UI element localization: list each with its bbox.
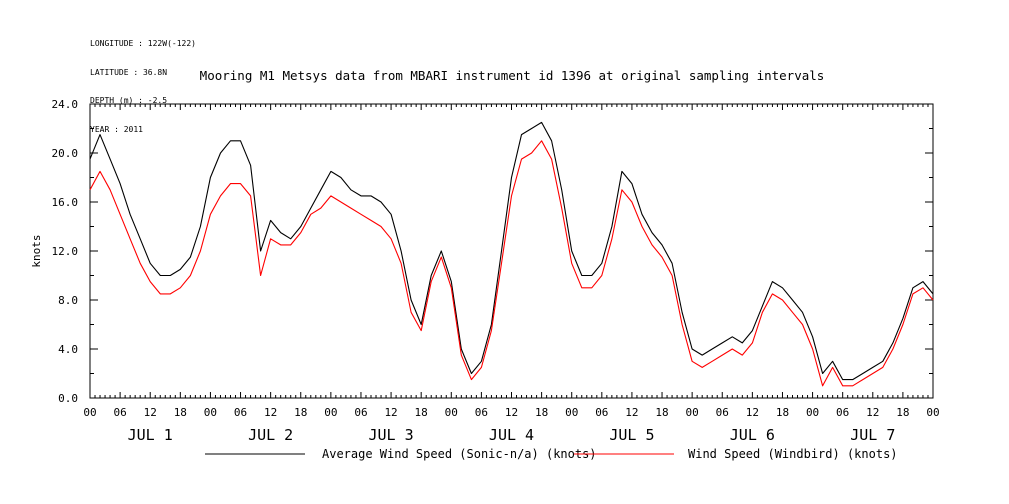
day-label: JUL 2 (248, 426, 293, 444)
chart-title: Mooring M1 Metsys data from MBARI instru… (200, 68, 825, 83)
x-tick-label: 00 (806, 406, 819, 419)
x-tick-label: 06 (595, 406, 608, 419)
legend-label-sonic: Average Wind Speed (Sonic-n/a) (knots) (322, 447, 597, 461)
x-tick-label: 00 (926, 406, 939, 419)
y-tick-label: 8.0 (58, 294, 78, 307)
y-tick-label: 20.0 (52, 147, 79, 160)
y-tick-label: 24.0 (52, 98, 79, 111)
series-line-sonic (89, 121, 934, 381)
y-tick-label: 12.0 (52, 245, 79, 258)
x-tick-label: 12 (264, 406, 277, 419)
x-tick-label: 12 (505, 406, 518, 419)
x-tick-label: 06 (836, 406, 849, 419)
legend: Average Wind Speed (Sonic-n/a) (knots) W… (205, 447, 898, 461)
legend-label-windbird: Wind Speed (Windbird) (knots) (688, 447, 898, 461)
x-tick-label: 00 (204, 406, 217, 419)
x-tick-label: 18 (174, 406, 187, 419)
series-line-windbird (89, 140, 934, 387)
x-tick-label: 12 (144, 406, 157, 419)
x-tick-label: 06 (354, 406, 367, 419)
series-group (89, 121, 934, 387)
x-tick-label: 12 (866, 406, 879, 419)
metadata-block: LONGITUDE : 122W(-122) LATITUDE : 36.8N … (90, 20, 196, 144)
plot-frame (89, 103, 934, 399)
x-tick-label: 18 (776, 406, 789, 419)
x-tick-label: 06 (113, 406, 126, 419)
x-tick-label: 06 (716, 406, 729, 419)
y-tick-label: 16.0 (52, 196, 79, 209)
x-axis: 00 06 12 18 00 06 12 18 00 06 12 18 00 06 12 18 00 06 12 18… (83, 104, 940, 444)
x-tick-label: 18 (655, 406, 668, 419)
day-label: JUL 5 (609, 426, 654, 444)
x-tick-label: 00 (686, 406, 699, 419)
day-label: JUL 6 (730, 426, 775, 444)
x-tick-label: 18 (535, 406, 548, 419)
day-label: JUL 7 (850, 426, 895, 444)
x-tick-label: 00 (445, 406, 458, 419)
x-tick-label: 00 (565, 406, 578, 419)
day-label: JUL 3 (368, 426, 413, 444)
year-label: YEAR : 2011 (90, 124, 143, 134)
latitude-label: LATITUDE : 36.8N (90, 67, 168, 77)
y-tick-label: 4.0 (58, 343, 78, 356)
longitude-label: LONGITUDE : 122W(-122) (90, 39, 196, 48)
x-tick-label: 00 (83, 406, 96, 419)
x-tick-label: 00 (324, 406, 337, 419)
x-tick-label: 12 (746, 406, 759, 419)
x-tick-label: 18 (896, 406, 909, 419)
y-tick-label: 0.0 (58, 392, 78, 405)
x-tick-label: 06 (234, 406, 247, 419)
x-tick-label: 18 (294, 406, 307, 419)
day-label: JUL 4 (489, 426, 534, 444)
x-tick-label: 06 (475, 406, 488, 419)
y-axis: 0.0 4.0 8.0 12.0 16.0 20.0 24.0 (52, 98, 933, 405)
x-tick-label: 18 (415, 406, 428, 419)
day-label: JUL 1 (128, 426, 173, 444)
x-tick-label: 12 (625, 406, 638, 419)
x-tick-label: 12 (384, 406, 397, 419)
depth-label: DEPTH (m) : -2.5 (90, 96, 168, 105)
y-axis-label: knots (30, 234, 43, 267)
